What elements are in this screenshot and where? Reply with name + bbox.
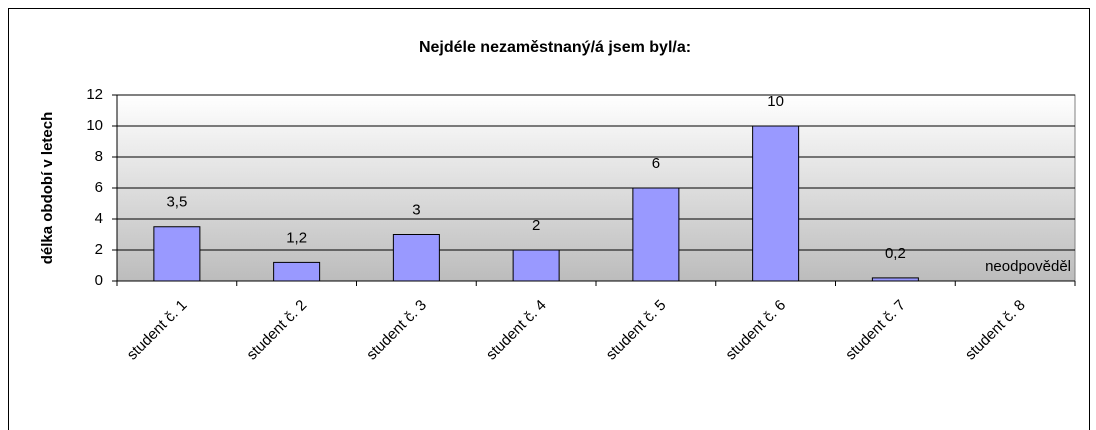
data-label: 6 bbox=[652, 155, 660, 172]
y-tick-label: 12 bbox=[86, 86, 103, 103]
data-label: 2 bbox=[532, 217, 540, 234]
data-label: 10 bbox=[767, 93, 784, 110]
y-tick-label: 10 bbox=[86, 117, 103, 134]
bar bbox=[153, 226, 201, 282]
bar bbox=[392, 234, 440, 282]
bar bbox=[752, 125, 800, 282]
data-label: 0,2 bbox=[885, 245, 906, 262]
data-label: 3 bbox=[412, 201, 420, 218]
chart-title: Nejdéle nezaměstnaný/á jsem byl/a: bbox=[419, 39, 691, 56]
y-tick-label: 2 bbox=[95, 241, 103, 258]
bar bbox=[871, 277, 919, 282]
bar bbox=[632, 187, 680, 282]
y-tick-label: 6 bbox=[95, 179, 103, 196]
bar bbox=[273, 261, 321, 282]
bar bbox=[512, 249, 560, 282]
y-tick-label: 8 bbox=[95, 148, 103, 165]
y-axis-label: délka období v letech bbox=[39, 112, 56, 265]
y-tick-label: 4 bbox=[95, 210, 103, 227]
annotation: neodpověděl bbox=[985, 258, 1071, 275]
data-label: 3,5 bbox=[166, 194, 187, 211]
data-label: 1,2 bbox=[286, 229, 307, 246]
y-tick-label: 0 bbox=[95, 272, 103, 289]
